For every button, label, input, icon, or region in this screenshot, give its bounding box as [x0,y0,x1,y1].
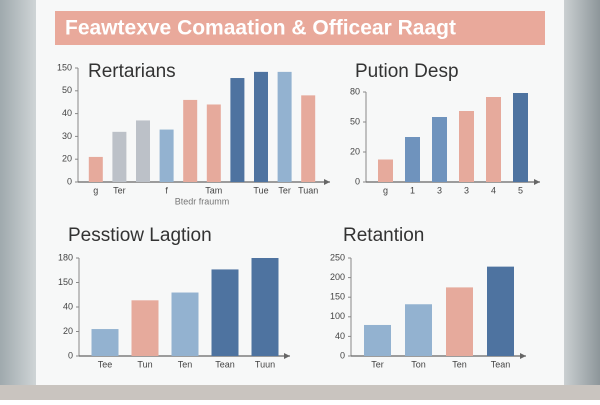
x-tick-label: Ter [371,359,384,369]
y-tick-label: 180 [58,252,73,262]
y-tick-label: 80 [350,86,360,96]
y-tick-label: 250 [330,252,345,262]
x-axis-arrow [324,179,330,185]
y-tick-label: 0 [67,176,72,186]
y-tick-label: 150 [330,292,345,302]
chart-title: Rertarians [88,61,176,82]
bar [405,304,432,356]
x-tick-label: Tean [215,359,235,369]
bar [301,95,316,182]
x-tick-label: Ter [278,185,291,195]
y-tick-label: 200 [330,272,345,282]
x-tick-label: Ton [411,359,426,369]
bar [277,71,292,182]
bar [432,117,447,182]
bar [206,104,221,182]
x-tick-label: Tee [98,359,113,369]
x-tick-label: Ter [113,185,126,195]
header-title: Feawtexve Comaation & Officear Raagt [65,17,456,40]
x-tick-label: Tuan [298,185,318,195]
y-tick-label: 20 [62,154,72,164]
x-tick-label: 3 [437,185,442,195]
x-tick-label: Tue [253,185,268,195]
y-tick-label: 40 [63,301,73,311]
y-tick-label: 40 [62,108,72,118]
y-tick-label: 30 [62,131,72,141]
bar [513,93,528,182]
x-tick-label: Tun [137,359,152,369]
chart-title: Pesstiow Lagtion [68,225,212,246]
desk [0,385,600,400]
x-tick-label: Tam [205,185,222,195]
y-tick-label: 0 [68,350,73,360]
x-tick-label: 4 [491,185,496,195]
bar [159,129,174,182]
x-tick-label: g [383,185,388,195]
bar [211,269,239,356]
x-tick-label: Tean [491,359,511,369]
bar [171,292,199,356]
y-tick-label: 150 [58,277,73,287]
bar [459,111,474,182]
bar [446,287,473,356]
bar [183,99,198,182]
x-tick-label: 1 [410,185,415,195]
bar [136,120,150,182]
y-tick-label: 100 [330,311,345,321]
x-axis-arrow [284,353,290,359]
y-tick-label: 40 [335,331,345,341]
board [36,0,564,400]
header-banner [55,11,545,45]
x-tick-label: 5 [518,185,523,195]
bar [254,71,268,182]
bar [91,329,119,356]
x-tick-label: f [165,185,168,195]
bar [230,78,245,182]
bar [486,97,501,182]
y-tick-label: 50 [350,116,360,126]
y-tick-label: 0 [340,350,345,360]
y-tick-label: 20 [350,146,360,156]
bar [251,258,279,356]
y-tick-label: 150 [57,62,72,72]
x-tick-label: Ten [178,359,193,369]
bar [364,324,391,356]
chart-title: Pution Desp [355,61,459,82]
bar [405,137,420,182]
y-tick-label: 0 [355,176,360,186]
chart-title: Retantion [343,225,424,246]
x-tick-label: g [93,185,98,195]
y-tick-label: 50 [62,85,72,95]
x-axis-arrow [534,179,540,185]
bar [112,131,127,182]
y-tick-label: 20 [63,326,73,336]
x-tick-label: 3 [464,185,469,195]
bar [378,159,393,182]
x-axis-label: Btedr fraumm [175,196,230,206]
x-tick-label: Ten [452,359,467,369]
x-tick-label: Tuun [255,359,275,369]
bar [131,300,159,356]
bar [88,156,103,182]
bar [487,266,514,356]
x-axis-arrow [520,353,526,359]
